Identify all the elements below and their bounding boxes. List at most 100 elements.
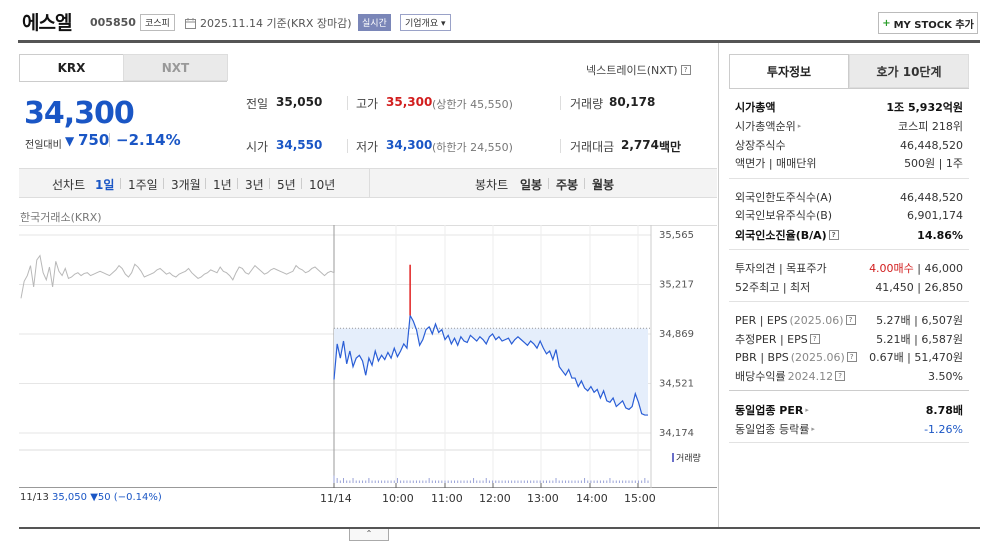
collapse-button[interactable]: ⌃ [349,529,389,541]
period-3y[interactable]: 3년 [245,178,264,192]
invest-info-value: 46,448,520 [900,139,963,152]
invest-info-label: PER | EPS (2025.06)? [735,314,856,327]
invest-info-label-text: 시가총액순위 [735,120,796,133]
chart-frame [19,225,717,488]
prev-close-value: 35,050 [276,95,323,109]
period-1d[interactable]: 1일 [95,178,115,192]
period-divider [269,178,270,189]
invest-info-label-text: 배당수익률 [735,370,786,383]
invest-info-value-text: 46,448,520 [900,190,963,204]
period-1w[interactable]: 1주일 [128,178,158,192]
invest-info-row[interactable]: 동일업종 등락률 ▸ -1.26% [735,420,963,438]
company-name: 에스엘 [22,12,72,34]
prev-day-price: 35,050 [52,492,88,503]
tab-hoga-10[interactable]: 호가 10단계 [849,54,969,88]
mystock-label: MY STOCK 추가 [893,19,974,31]
period-divider [237,178,238,189]
invest-info-value: 5.27배 | 6,507원 [876,312,963,328]
invest-info-label: PBR | BPS (2025.06)? [735,351,857,364]
invest-info-date: (2025.06) [790,350,845,364]
invest-info-label: 시가총액순위 ▸ [735,118,801,134]
x-tick-label: 11:00 [431,492,463,505]
mystock-add-button[interactable]: + MY STOCK 추가 [878,12,978,34]
down-arrow-icon: ▼ [65,134,75,148]
today-area [334,315,648,416]
invest-info-value: 3.50% [928,370,963,383]
header-divider [18,40,980,43]
stat-divider [560,139,561,153]
change-rate: −2.14% [116,131,181,149]
upper-limit: (상한가 45,550) [432,98,513,111]
invest-info-row: 배당수익률 2024.12? 3.50% [735,367,963,385]
help-icon[interactable]: ? [680,65,691,75]
help-icon[interactable]: ? [845,315,856,325]
invest-info-label-text: 추정PER | EPS [735,333,808,346]
period-5y[interactable]: 5년 [277,178,296,192]
right-panel-border [718,43,719,527]
invest-info-value-text: 41,450 | 26,850 [875,280,963,294]
chevron-right-icon: ▸ [797,122,802,130]
exchange-label: 한국거래소(KRX) [20,211,102,224]
invest-info-label: 외국인한도주식수(A) [735,189,832,205]
tab-nxt[interactable]: NXT [123,54,228,81]
invest-info-value-text: | 46,000 [913,262,963,275]
nxt-link[interactable]: 넥스트레이드(NXT) ? [586,62,691,78]
invest-info-date: 2024.12 [787,369,834,383]
prev-day-date: 11/13 [20,492,49,503]
period-divider [584,178,585,189]
x-tick-label: 10:00 [382,492,414,505]
period-3m[interactable]: 3개월 [171,178,201,192]
invest-info-row[interactable]: 동일업종 PER ▸ 8.78배 [735,401,963,419]
invest-info-value: 14.86% [917,229,963,242]
company-overview-button[interactable]: 기업개요 ▾ [400,14,451,31]
volume-legend: 거래량 [672,451,701,464]
change-value: 750 [78,131,110,149]
invest-info-value-text: 6,901,174 [907,208,963,222]
chevron-right-icon: ▸ [811,425,815,433]
help-icon[interactable]: ? [846,352,857,362]
date-info: 2025.11.14 기준(KRX 장마감) [185,15,352,31]
period-1y[interactable]: 1년 [213,178,232,192]
y-tick-label: 34,869 [659,329,694,340]
line-chart-label: 선차트 [52,178,86,192]
calendar-icon [185,17,196,29]
x-tick-label: 14:00 [576,492,608,505]
invest-opinion: 4.00매수 [869,262,914,275]
period-bar [19,168,717,198]
price-chart[interactable]: 35,565 35,217 34,869 34,521 34,174 [19,225,717,488]
stock-code: 005850 [90,16,136,29]
invest-info-date: (2025.06) [789,313,844,327]
trade-amount-label: 거래대금 [570,140,615,154]
info-divider [729,178,969,179]
lower-limit: (하한가 24,550) [432,141,513,154]
invest-info-row: PER | EPS (2025.06)? 5.27배 | 6,507원 [735,311,963,329]
invest-info-value-text: 1조 5,932억원 [886,101,963,114]
invest-info-row: 시가총액 1조 5,932억원 [735,98,963,116]
realtime-badge[interactable]: 실시간 [358,14,391,31]
current-price: 34,300 [24,96,135,131]
change-label: 전일대비 [25,140,62,151]
tabs-underline [19,81,227,82]
candle-monthly[interactable]: 월봉 [592,178,615,192]
invest-info-value: 4.00매수 | 46,000 [869,260,963,276]
period-10y[interactable]: 10년 [309,178,336,192]
invest-info-value: 46,448,520 [900,191,963,204]
help-icon[interactable]: ? [828,230,839,240]
tab-invest-info[interactable]: 투자정보 [729,54,849,88]
info-divider [729,301,969,302]
invest-info-value: 코스피 218위 [898,118,963,134]
help-icon[interactable]: ? [809,334,820,344]
invest-info-label-text: 액면가 | 매매단위 [735,157,817,170]
invest-info-row[interactable]: 시가총액순위 ▸ 코스피 218위 [735,117,963,135]
candle-chart-label: 봉차트 [475,178,509,192]
candle-daily[interactable]: 일봉 [520,178,543,192]
help-icon[interactable]: ? [835,371,846,381]
invest-info-label-text: PER | EPS [735,313,788,327]
invest-info-label: 외국인소진율(B/A)? [735,227,839,243]
tab-krx[interactable]: KRX [19,54,124,81]
low-label: 저가 [356,140,379,154]
candle-weekly[interactable]: 주봉 [556,178,579,192]
invest-info-value-text: 3.50% [928,369,963,383]
invest-info-label: 52주최고 | 최저 [735,279,810,295]
market-badge: 코스피 [140,14,175,31]
